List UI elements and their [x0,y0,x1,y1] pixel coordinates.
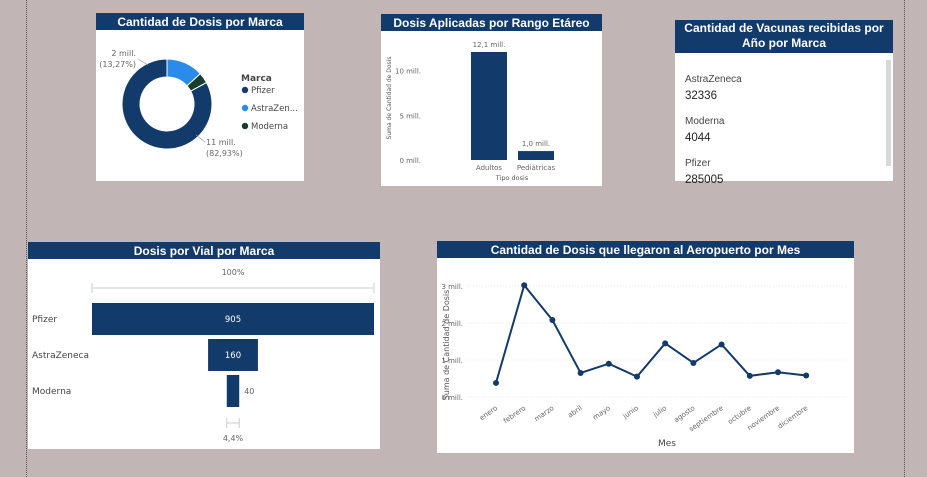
x-tick-label: Pediátricas [517,164,556,172]
funnel-bar-astrazeneca [208,339,258,371]
card-item-value: 4044 [685,132,711,144]
data-point-enero [493,379,499,386]
legend-item: Moderna [251,122,288,132]
vial-chart-title: Dosis por Vial por Marca [28,242,380,259]
funnel-bar-moderna [226,375,240,407]
card-scrollbar[interactable] [886,60,891,166]
vacunas-card-title: Cantidad de Vacunas recibidas por Año po… [675,20,893,53]
y-tick-label: 1 mill. [441,357,463,365]
legend-title: Marca [241,74,272,84]
funnel-bar-pfizer [92,303,374,335]
x-axis-title: Mes [658,439,676,449]
age-chart-panel[interactable]: Dosis Aplicadas por Rango Etáreo 0 mill.… [381,14,602,186]
x-tick-label: marzo [533,404,556,423]
card-item: Pfizer 285005 [685,156,875,198]
vial-funnel-chart[interactable]: 100% Pfizer 905 AstraZeneca 160 Moderna 40 4,4% [28,242,380,449]
x-tick-label: Adultos [476,164,503,172]
funnel-value-label: 905 [225,315,241,325]
funnel-category-label: AstraZeneca [32,351,89,361]
y-tick-label: 10 mill. [395,68,421,76]
card-item: Moderna 4044 [685,114,875,156]
x-tick-label: agosto [673,404,697,424]
card-item-name: AstraZeneca [685,74,742,85]
donut-leader-line [137,58,149,66]
data-point-diciembre [803,372,810,379]
card-item-value: 32336 [685,90,717,102]
x-tick-label: diciembre [776,404,809,431]
data-point-abril [577,369,584,376]
y-tick-label: 0 mill. [441,394,463,402]
bar-data-label: 12,1 mill. [473,41,506,49]
funnel-value-label: 160 [225,351,241,361]
x-tick-label: julio [651,404,668,419]
airport-line-chart[interactable]: 0 mill. 1 mill. 2 mill. 3 mill.Suma de Cant… [437,241,854,453]
bar-adultos [471,51,507,160]
donut-slice-moderna [186,73,208,92]
funnel-value-label: 40 [244,387,254,396]
data-point-junio [634,373,640,380]
donut-slice-pfizer [121,58,213,150]
data-point-septiembre [718,341,725,348]
data-point-julio [662,340,669,347]
data-point-mayo [605,360,612,367]
right-guide-line [904,0,905,477]
data-point-noviembre [775,369,781,376]
funnel-category-label: Pfizer [32,315,57,325]
legend-marker [241,104,249,112]
series-line [495,283,807,384]
data-point-octubre [746,372,753,379]
y-tick-label: 0 mill. [399,157,421,165]
donut-leader-line [195,134,206,143]
x-tick-label: abril [566,404,583,419]
x-axis-title: Tipo dosis [495,174,529,182]
vial-chart-panel[interactable]: Dosis por Vial por Marca 100% Pfizer 905 As… [28,242,380,449]
y-axis-title: Suma de Cantidad de Dosis [442,290,451,401]
age-chart-title: Dosis Aplicadas por Rango Etáreo [381,14,602,31]
vacunas-card-panel[interactable]: Cantidad de Vacunas recibidas por Año po… [675,20,893,186]
airport-chart-title: Cantidad de Dosis que llegaron al Aeropu… [437,241,854,258]
y-tick-label: 2 mill. [441,320,463,328]
card-item-name: Pfizer [685,158,711,169]
funnel-bottom-label: 4,4% [223,434,244,443]
y-tick-label: 3 mill. [441,283,463,291]
age-bar-chart[interactable]: 0 mill. 5 mill. 10 mill.Suma de Cantidad d… [381,14,602,186]
donut-data-label: 2 mill. [111,49,136,58]
donut-panel[interactable]: Cantidad de Dosis por Marca 2 mill. (13,2… [96,13,304,181]
legend-item: Pfizer [251,86,275,96]
vacunas-card-list: AstraZeneca 32336 Moderna 4044 Pfizer 28… [685,72,875,198]
donut-title: Cantidad de Dosis por Marca [96,13,304,30]
x-tick-label: mayo [591,404,612,422]
funnel-category-label: Moderna [32,387,71,397]
legend-marker [241,122,249,130]
legend-item: AstraZen... [251,104,298,114]
x-tick-label: febrero [502,404,527,425]
card-item-name: Moderna [685,116,725,127]
airport-chart-panel[interactable]: Cantidad de Dosis que llegaron al Aeropu… [437,241,854,453]
data-point-agosto [690,359,697,366]
donut-data-label: (82,93%) [206,149,243,158]
card-item: AstraZeneca 32336 [685,72,875,114]
bar-pediátricas [518,151,554,160]
donut-data-label: 11 mill. [206,138,236,147]
legend-marker [241,86,249,94]
y-tick-label: 5 mill. [399,112,421,120]
x-tick-label: junio [621,404,640,421]
data-point-febrero [521,282,528,289]
donut-chart[interactable]: 2 mill. (13,27%) 11 mill. (82,93%) Marca Pfiz… [96,13,304,181]
y-axis-title: Suma de Cantidad de Dosis [386,57,393,140]
donut-data-label: (13,27%) [99,60,136,69]
bar-data-label: 1,0 mill. [522,140,550,148]
card-item-value: 285005 [685,174,724,186]
funnel-top-label: 100% [222,268,245,277]
x-tick-label: enero [478,404,499,422]
left-guide-line [26,0,27,477]
data-point-marzo [549,317,556,324]
